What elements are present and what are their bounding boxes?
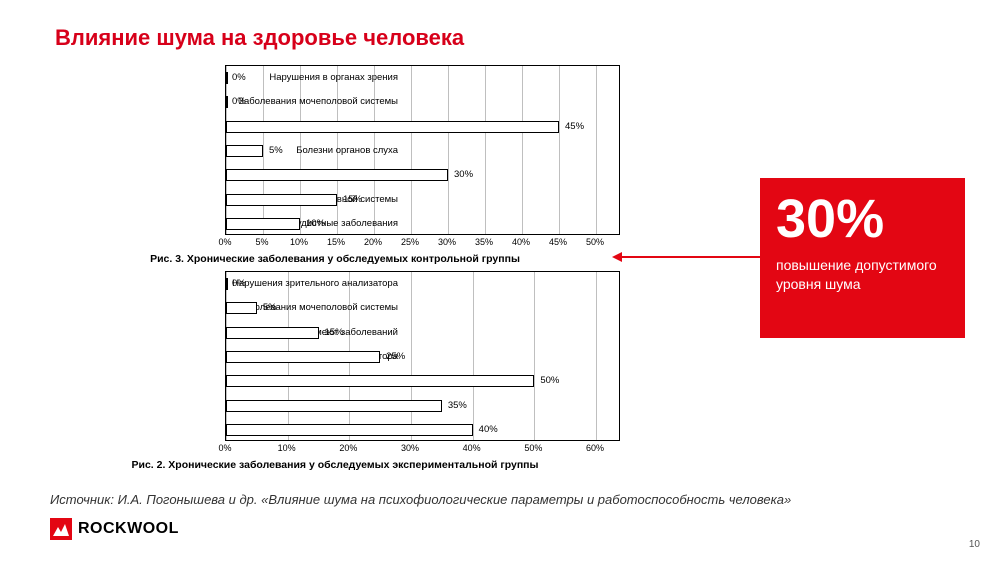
- gridline: [448, 66, 449, 234]
- chart-1-labels: [50, 65, 225, 235]
- x-tick-label: 10%: [278, 443, 296, 453]
- bar: [226, 278, 228, 290]
- x-tick-label: 40%: [463, 443, 481, 453]
- x-tick-label: 60%: [586, 443, 604, 453]
- bar-value-label: 25%: [386, 351, 405, 362]
- x-tick-label: 20%: [339, 443, 357, 453]
- gridline: [473, 272, 474, 440]
- gridline: [522, 66, 523, 234]
- bar-value-label: 5%: [269, 145, 283, 156]
- gridline: [596, 272, 597, 440]
- chart-1: Нарушения в органах зрения0%Заболевания …: [50, 65, 620, 265]
- x-tick-label: 20%: [364, 237, 382, 247]
- x-tick-label: 10%: [290, 237, 308, 247]
- logo-mark-icon: [50, 518, 72, 540]
- chart-1-plot: Нарушения в органах зрения0%Заболевания …: [225, 65, 620, 235]
- bar-value-label: 40%: [479, 424, 498, 435]
- bar: [226, 424, 473, 436]
- bar: [226, 169, 448, 181]
- chart-2-plot-area: Нарушения зрительного анализатора0%Забол…: [225, 271, 620, 441]
- x-tick-label: 0%: [218, 237, 231, 247]
- chart-2-caption: Рис. 2. Хронические заболевания у обслед…: [50, 459, 620, 471]
- bar: [226, 194, 337, 206]
- bar: [226, 121, 559, 133]
- charts-column: Нарушения в органах зрения0%Заболевания …: [50, 65, 620, 477]
- bar-value-label: 0%: [232, 96, 246, 107]
- bar-value-label: 0%: [232, 72, 246, 83]
- gridline: [596, 66, 597, 234]
- chart-2-plot: Нарушения зрительного анализатора0%Забол…: [225, 271, 620, 441]
- bar: [226, 96, 228, 108]
- bar: [226, 400, 442, 412]
- logo-text: ROCKWOOL: [78, 520, 179, 538]
- bar: [226, 375, 534, 387]
- callout-arrow: [620, 256, 760, 258]
- bar-value-label: 0%: [232, 278, 246, 289]
- bar: [226, 72, 228, 84]
- bar-category-label: Заболевания мочеполовой системы: [222, 96, 402, 107]
- x-tick-label: 30%: [438, 237, 456, 247]
- chart-1-caption: Рис. 3. Хронические заболевания у обслед…: [50, 253, 620, 265]
- gridline: [534, 272, 535, 440]
- slide-title: Влияние шума на здоровье человека: [55, 25, 464, 51]
- chart-1-x-axis: 0%5%10%15%20%25%30%35%40%45%50%: [225, 235, 620, 251]
- x-tick-label: 50%: [586, 237, 604, 247]
- bar-value-label: 10%: [306, 218, 325, 229]
- bar-value-label: 5%: [263, 302, 277, 313]
- bar-category-label: Нарушения зрительного анализатора: [222, 278, 402, 289]
- bar: [226, 327, 319, 339]
- chart-2-labels: [50, 271, 225, 441]
- x-tick-label: 40%: [512, 237, 530, 247]
- chart-1-plot-area: Нарушения в органах зрения0%Заболевания …: [225, 65, 620, 235]
- callout-text: повышение допустимого уровня шума: [776, 256, 949, 294]
- gridline: [485, 66, 486, 234]
- callout-box: 30% повышение допустимого уровня шума: [760, 178, 965, 338]
- bar-value-label: 35%: [448, 400, 467, 411]
- bar-value-label: 30%: [454, 169, 473, 180]
- bar-value-label: 50%: [540, 375, 559, 386]
- logo: ROCKWOOL: [50, 518, 179, 540]
- x-tick-label: 35%: [475, 237, 493, 247]
- x-tick-label: 5%: [255, 237, 268, 247]
- gridline: [411, 272, 412, 440]
- x-tick-label: 0%: [218, 443, 231, 453]
- bar: [226, 218, 300, 230]
- source-line: Источник: И.А. Погонышева и др. «Влияние…: [50, 492, 791, 507]
- bar: [226, 351, 380, 363]
- x-tick-label: 15%: [327, 237, 345, 247]
- x-tick-label: 50%: [524, 443, 542, 453]
- chart-2: Нарушения зрительного анализатора0%Забол…: [50, 271, 620, 471]
- bar: [226, 302, 257, 314]
- bar-value-label: 45%: [565, 121, 584, 132]
- page-number: 10: [969, 539, 980, 550]
- x-tick-label: 25%: [401, 237, 419, 247]
- bar-value-label: 15%: [343, 194, 362, 205]
- bar-category-label: Нарушения в органах зрения: [222, 72, 402, 83]
- callout-percent: 30%: [776, 192, 949, 246]
- x-tick-label: 30%: [401, 443, 419, 453]
- gridline: [559, 66, 560, 234]
- bar: [226, 145, 263, 157]
- chart-2-x-axis: 0%10%20%30%40%50%60%: [225, 441, 620, 457]
- gridline: [411, 66, 412, 234]
- bar-value-label: 15%: [325, 327, 344, 338]
- x-tick-label: 45%: [549, 237, 567, 247]
